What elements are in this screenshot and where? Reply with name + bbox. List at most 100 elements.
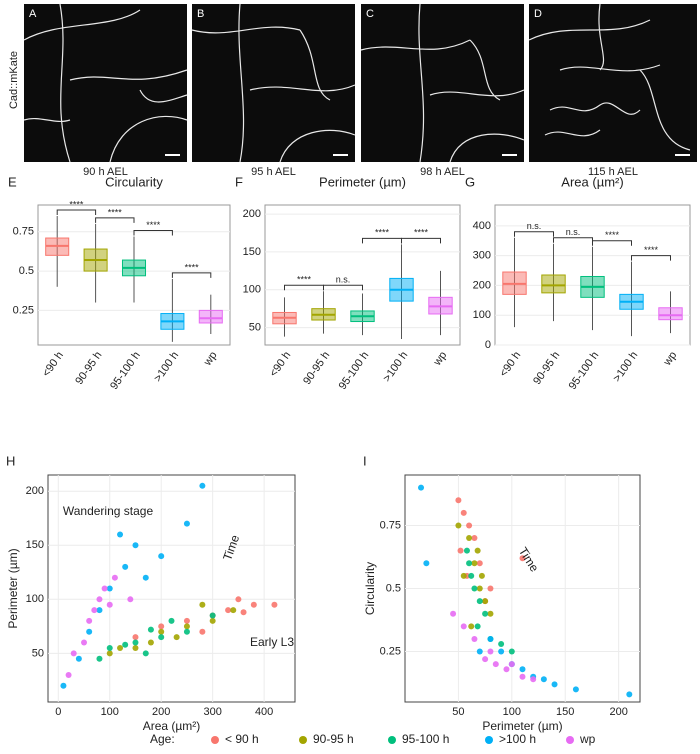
point xyxy=(271,601,278,608)
point xyxy=(70,650,77,657)
image-caption: 95 h AEL xyxy=(251,166,296,178)
point xyxy=(487,585,494,592)
point xyxy=(209,617,216,624)
legend-label: < 90 h xyxy=(225,732,259,746)
point xyxy=(106,650,113,657)
x-tick-label: <90 h xyxy=(498,350,524,380)
point xyxy=(183,628,190,635)
legend-label: wp xyxy=(579,732,596,746)
point xyxy=(466,560,473,567)
y-tick-label: 0 xyxy=(485,339,491,351)
point xyxy=(147,639,154,646)
y-tick-label: 0.25 xyxy=(380,645,401,657)
bracket xyxy=(401,237,441,244)
point xyxy=(183,520,190,527)
point xyxy=(463,547,470,554)
x-tick-label: wp xyxy=(661,350,679,369)
y-tick-label: 100 xyxy=(473,309,491,321)
micrograph xyxy=(23,3,188,163)
panel-label: I xyxy=(363,453,367,468)
significance: n.s. xyxy=(527,221,542,231)
x-tick-label: 95-100 h xyxy=(337,350,372,392)
box xyxy=(541,274,566,294)
point xyxy=(75,655,82,662)
point xyxy=(132,542,139,549)
point xyxy=(455,497,462,504)
annotation: Wandering stage xyxy=(63,504,154,518)
point xyxy=(471,560,478,567)
significance: **** xyxy=(146,220,161,230)
point xyxy=(626,691,633,698)
x-tick-label: 0 xyxy=(55,706,61,718)
y-tick-label: 200 xyxy=(243,208,261,220)
point xyxy=(132,634,139,641)
significance: **** xyxy=(605,230,620,240)
y-tick-label: 0.5 xyxy=(19,265,34,277)
point xyxy=(86,617,93,624)
point xyxy=(474,547,481,554)
point xyxy=(508,661,515,668)
legend-swatch xyxy=(388,736,396,744)
point xyxy=(466,535,473,542)
point xyxy=(199,601,206,608)
point xyxy=(487,635,494,642)
point xyxy=(60,682,67,689)
y-tick-label: 50 xyxy=(32,647,44,659)
point xyxy=(96,607,103,614)
point xyxy=(457,547,464,554)
y-tick-label: 100 xyxy=(26,593,44,605)
point xyxy=(471,635,478,642)
point xyxy=(106,601,113,608)
point xyxy=(572,686,579,693)
box xyxy=(658,307,683,321)
image-caption: 90 h AEL xyxy=(83,166,128,178)
point xyxy=(122,641,129,648)
significance: n.s. xyxy=(566,227,581,237)
point xyxy=(168,617,175,624)
point xyxy=(225,607,232,614)
point xyxy=(183,623,190,630)
x-tick-label: >100 h xyxy=(152,350,181,385)
legend-swatch xyxy=(299,736,307,744)
point xyxy=(482,656,489,663)
point xyxy=(106,585,113,592)
point xyxy=(487,648,494,655)
point xyxy=(91,607,98,614)
point xyxy=(81,639,88,646)
significance: **** xyxy=(108,207,123,217)
chart-title: Perimeter (µm) xyxy=(319,174,406,189)
point xyxy=(482,610,489,617)
micrograph xyxy=(360,3,525,163)
x-tick-label: 100 xyxy=(503,706,521,718)
point xyxy=(127,596,134,603)
panel-label: B xyxy=(197,8,204,20)
point xyxy=(158,634,165,641)
point xyxy=(492,661,499,668)
point xyxy=(106,644,113,651)
bracket xyxy=(56,209,97,216)
point xyxy=(471,535,478,542)
point xyxy=(117,531,124,538)
point xyxy=(519,555,526,562)
bracket xyxy=(171,272,212,278)
y-tick-label: 100 xyxy=(243,284,261,296)
point xyxy=(235,596,242,603)
x-tick-label: 95-100 h xyxy=(108,350,143,392)
significance: **** xyxy=(69,199,84,209)
box xyxy=(198,309,223,324)
point xyxy=(498,640,505,647)
legend-swatch xyxy=(211,736,219,744)
x-tick-label: 90-95 h xyxy=(301,350,332,387)
point xyxy=(474,623,481,630)
x-tick-label: 200 xyxy=(152,706,170,718)
point xyxy=(122,563,129,570)
significance: **** xyxy=(185,262,200,272)
point xyxy=(147,626,154,633)
point xyxy=(96,655,103,662)
panel-label: H xyxy=(6,453,15,468)
point xyxy=(460,623,467,630)
point xyxy=(240,609,247,616)
bracket xyxy=(95,217,135,223)
point xyxy=(530,676,537,683)
point xyxy=(478,572,485,579)
